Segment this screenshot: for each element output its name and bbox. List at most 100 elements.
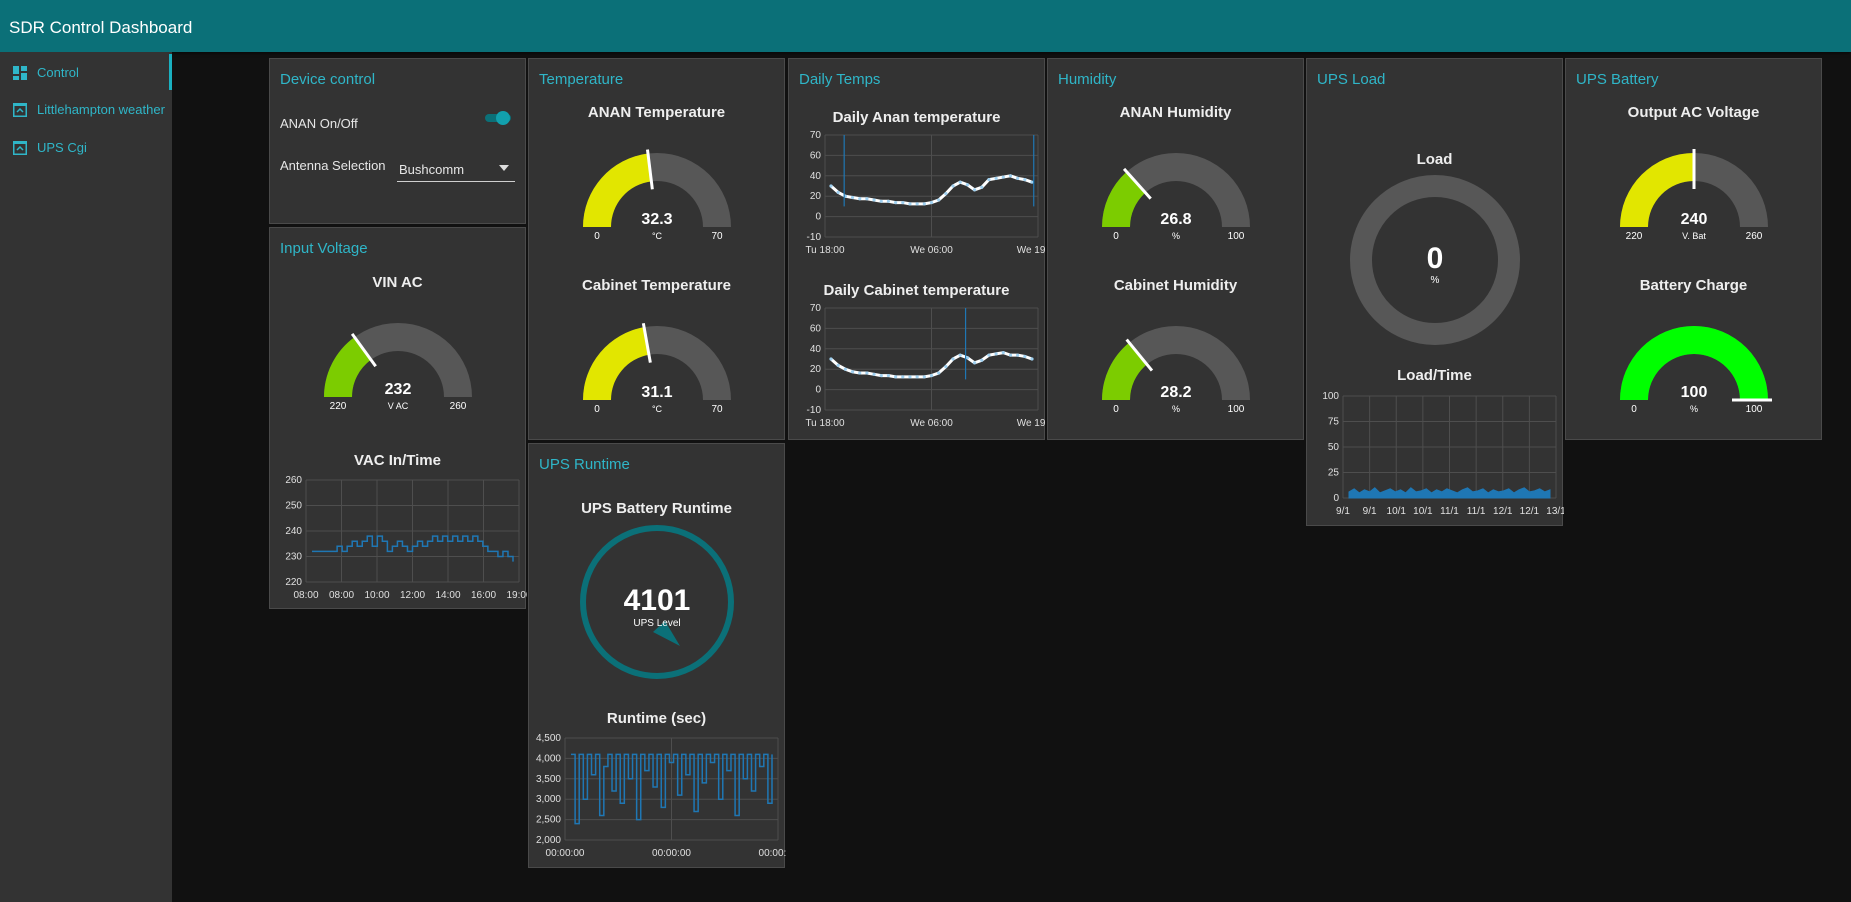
x-tick-label: 10/1 bbox=[1413, 506, 1433, 517]
data-point bbox=[944, 192, 948, 196]
y-tick-label: 250 bbox=[285, 501, 302, 512]
sidebar-item-label: Littlehampton weather bbox=[37, 102, 165, 117]
gauge-fill bbox=[583, 327, 649, 400]
y-tick-label: 2,000 bbox=[536, 835, 561, 846]
data-point bbox=[994, 176, 998, 180]
data-point bbox=[894, 200, 898, 205]
card-title: Temperature bbox=[539, 71, 624, 88]
tab-icon bbox=[13, 141, 27, 155]
battery-charge-gauge: 100% 0 100 bbox=[1620, 325, 1772, 415]
x-tick-label: 11/1 bbox=[1440, 506, 1459, 517]
cabinet-temperature-gauge-title: Cabinet Temperature bbox=[582, 277, 731, 294]
x-tick-label: 19:00 bbox=[506, 590, 527, 601]
data-point bbox=[1001, 351, 1005, 355]
antenna-selection-dropdown[interactable]: Bushcomm bbox=[397, 157, 515, 182]
daily-cabinet-temperature-chart: 70 60 40 20 0 -10 Tu 18:00 We 06:00 We 19:00 bbox=[805, 303, 1046, 429]
app-title: SDR Control Dashboard bbox=[9, 18, 193, 37]
data-point bbox=[944, 365, 948, 369]
gauge-value: 31.1 bbox=[641, 384, 672, 401]
data-point bbox=[872, 372, 876, 376]
gauge-value: 28.2 bbox=[1160, 384, 1191, 401]
sidebar-item-ups-cgi[interactable]: UPS Cgi bbox=[0, 129, 172, 165]
ups-runtime-card: UPS Runtime UPS Battery Runtime 4101 UPS… bbox=[528, 443, 786, 868]
data-point bbox=[951, 357, 955, 361]
antenna-selection-value: Bushcomm bbox=[399, 162, 465, 177]
data-point bbox=[879, 199, 883, 203]
y-tick-label: 70 bbox=[810, 303, 822, 314]
gauge-needle bbox=[1122, 167, 1152, 200]
x-tick-label: 12/1 bbox=[1520, 506, 1540, 517]
data-point bbox=[850, 370, 855, 374]
x-tick-label: 13/1 bbox=[1546, 506, 1564, 517]
y-tick-label: 40 bbox=[810, 171, 822, 182]
sidebar: Control Littlehampton weather UPS Cgi bbox=[0, 52, 172, 902]
data-point bbox=[1016, 353, 1020, 357]
data-point bbox=[951, 184, 955, 188]
y-tick-label: 0 bbox=[815, 212, 821, 223]
gauge-track bbox=[1102, 153, 1250, 227]
gauge-fill bbox=[1620, 153, 1694, 227]
data-point bbox=[994, 352, 998, 356]
gauge-min-label: 220 bbox=[1626, 231, 1643, 242]
y-tick-label: 4,500 bbox=[536, 733, 561, 744]
sidebar-item-label: Control bbox=[37, 65, 79, 80]
data-point bbox=[1023, 354, 1027, 359]
x-tick-label: We 19:00 bbox=[1017, 418, 1046, 429]
cabinet-humidity-gauge-title: Cabinet Humidity bbox=[1113, 277, 1238, 294]
card-title: Daily Temps bbox=[799, 71, 881, 88]
header-bar: SDR Control Dashboard bbox=[0, 0, 1851, 52]
x-tick-label: We 19:00 bbox=[1017, 245, 1046, 256]
load-chart-title: Load/Time bbox=[1397, 367, 1472, 384]
daily-anan-chart-title: Daily Anan temperature bbox=[832, 109, 1001, 126]
battery-charge-gauge-title: Battery Charge bbox=[1639, 277, 1748, 294]
data-point bbox=[836, 190, 840, 194]
gauge-max-label: 100 bbox=[1746, 404, 1763, 415]
gauge-max-label: 260 bbox=[450, 401, 467, 412]
load-unit: % bbox=[1431, 275, 1440, 286]
gauge-fill bbox=[1102, 171, 1146, 227]
ups-runtime-value: 4101 bbox=[624, 584, 691, 617]
gauge-value: 240 bbox=[1681, 211, 1708, 228]
data-point bbox=[980, 185, 984, 189]
data-point bbox=[937, 371, 941, 375]
data-point bbox=[865, 371, 869, 375]
gauge-min-label: 0 bbox=[594, 404, 600, 415]
sidebar-item-littlehampton-weather[interactable]: Littlehampton weather bbox=[0, 91, 172, 127]
output-ac-voltage-gauge: 240 V. Bat 220 260 bbox=[1620, 149, 1768, 242]
gauge-min-label: 0 bbox=[1631, 404, 1637, 415]
x-tick-label: 00:00:00 bbox=[759, 848, 786, 859]
data-point bbox=[1008, 174, 1013, 178]
x-tick-label: 12/1 bbox=[1493, 506, 1513, 517]
data-point bbox=[901, 200, 905, 205]
y-tick-label: 100 bbox=[1322, 391, 1339, 402]
data-point bbox=[958, 180, 962, 184]
x-tick-label: 08:00 bbox=[329, 590, 354, 601]
card-title: UPS Runtime bbox=[539, 456, 630, 473]
x-tick-label: 00:00:00 bbox=[652, 848, 691, 859]
daily-temps-card: Daily Temps Daily Anan temperature 70 60 4… bbox=[788, 58, 1046, 440]
ups-runtime-unit: UPS Level bbox=[633, 618, 680, 629]
gauge-needle bbox=[641, 322, 652, 363]
y-tick-label: 60 bbox=[810, 323, 822, 334]
sidebar-item-label: UPS Cgi bbox=[37, 140, 87, 155]
load-donut-title: Load bbox=[1416, 151, 1453, 168]
y-tick-label: 60 bbox=[810, 150, 822, 161]
data-point bbox=[894, 375, 898, 379]
anan-power-toggle[interactable] bbox=[483, 109, 513, 127]
data-point bbox=[843, 367, 847, 371]
anan-toggle-label: ANAN On/Off bbox=[280, 116, 358, 131]
vac-in-time-chart: 260 250 240 230 220 08:00 08:00 10:00 12:00 14:00… bbox=[285, 475, 527, 601]
data-point bbox=[965, 183, 969, 187]
gauge-needle bbox=[1125, 338, 1154, 372]
gauge-min-label: 220 bbox=[330, 401, 347, 412]
y-tick-label: 240 bbox=[285, 526, 302, 537]
gauge-value: 26.8 bbox=[1160, 211, 1191, 228]
data-point bbox=[858, 197, 862, 201]
output-ac-voltage-gauge-title: Output AC Voltage bbox=[1627, 104, 1760, 121]
y-tick-label: 70 bbox=[810, 130, 822, 141]
anan-humidity-gauge-title: ANAN Humidity bbox=[1119, 104, 1232, 121]
sidebar-item-control[interactable]: Control bbox=[0, 54, 172, 90]
data-point bbox=[987, 353, 991, 357]
data-point bbox=[937, 198, 941, 202]
gauge-fill bbox=[1620, 325, 1768, 400]
